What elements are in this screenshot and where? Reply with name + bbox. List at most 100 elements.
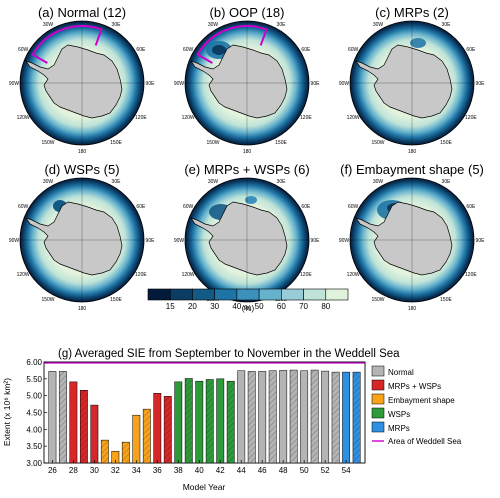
longitude-label: 180: [78, 306, 87, 312]
bar: [237, 370, 246, 464]
longitude-label: 120W: [182, 115, 195, 121]
longitude-label: 60E: [466, 204, 476, 210]
legend-label: MRPs: [388, 424, 410, 433]
colorbar-unit-label: (%): [242, 304, 255, 313]
longitude-label: 30W: [373, 22, 384, 28]
antarctica-landmass: [190, 44, 288, 119]
x-tick-label: 34: [132, 466, 141, 475]
bar: [69, 381, 78, 464]
longitude-label: 120E: [300, 272, 312, 278]
colorbar-tick-label: 30: [210, 302, 219, 311]
map-panel: (e) MRPs + WSPs (6) 30W 30E 60W 60E 90W 90E 120…: [174, 162, 320, 312]
chart-title: (g) Averaged SIE from September to Novem…: [58, 348, 400, 360]
longitude-label: 120W: [347, 115, 360, 121]
colorbar-swatch: [214, 288, 238, 301]
bar: [132, 414, 141, 464]
bar-hatch: [289, 370, 298, 463]
bar: [48, 371, 57, 464]
map-title: (a) Normal (12): [38, 5, 126, 20]
antarctica-landmass: [355, 201, 453, 276]
colorbar-swatch: [325, 288, 349, 301]
longitude-label: 30E: [442, 179, 452, 185]
colorbar-swatch: [258, 288, 282, 301]
bar: [90, 404, 99, 464]
longitude-label: 90W: [174, 81, 185, 87]
colorbar-tick-label: 20: [188, 302, 197, 311]
x-tick-label: 30: [90, 466, 99, 475]
map-title: (f) Embayment shape (5): [340, 162, 484, 177]
bar-hatch: [331, 372, 340, 463]
longitude-label: 90W: [174, 238, 185, 244]
legend-swatch: [371, 421, 385, 433]
colorbar-tick-label: 70: [299, 302, 308, 311]
bar-hatch: [206, 379, 214, 463]
weddell-sea-outline: [196, 25, 268, 64]
longitude-label: 30E: [277, 22, 287, 28]
longitude-label: 90W: [9, 238, 20, 244]
longitude-label: 90E: [146, 81, 156, 87]
bar: [342, 371, 351, 464]
x-tick-label: 40: [195, 466, 204, 475]
map-title: (e) MRPs + WSPs (6): [184, 162, 309, 177]
longitude-label: 30E: [277, 179, 287, 185]
y-tick-label: 5.00: [26, 392, 42, 401]
bar: [195, 380, 204, 464]
longitude-label: 150W: [371, 297, 384, 303]
longitude-label: 60W: [18, 47, 29, 53]
legend-label: Area of Weddell Sea: [388, 437, 462, 446]
map-title: (d) WSPs (5): [44, 162, 119, 177]
longitude-label: 120E: [465, 115, 477, 121]
y-tick-label: 6.00: [26, 358, 42, 367]
longitude-label: 90E: [476, 238, 486, 244]
bar-hatch: [269, 370, 277, 463]
bar-hatch: [248, 371, 256, 463]
map-panel: (c) MRPs (2) 30W 30E 60W 60E 90W 90E 120W 120E 15…: [339, 5, 485, 155]
weddell-sea-outline: [31, 25, 103, 64]
longitude-label: 60E: [301, 204, 311, 210]
polynya-feature: [245, 196, 257, 204]
bar-hatch: [227, 381, 235, 463]
antarctica-landmass: [25, 44, 123, 119]
longitude-label: 120E: [300, 115, 312, 121]
longitude-label: 90E: [476, 81, 486, 87]
longitude-label: 60E: [136, 47, 146, 53]
longitude-label: 120E: [465, 272, 477, 278]
legend-label: Embayment shape: [388, 396, 455, 405]
longitude-label: 60W: [348, 47, 359, 53]
bar-chart: (g) Averaged SIE from September to Novem…: [2, 348, 462, 492]
map-panel: (d) WSPs (5) 30W 30E 60W 60E 90W 90E 120W 120E 15…: [9, 162, 155, 312]
longitude-label: 150E: [110, 140, 122, 146]
polynya-feature: [212, 45, 226, 55]
legend-label: MRPs + WSPs: [388, 382, 441, 391]
legend-swatch: [371, 379, 385, 391]
bar-hatch: [164, 396, 172, 463]
longitude-label: 180: [243, 149, 252, 155]
longitude-label: 30W: [208, 22, 219, 28]
longitude-label: 60W: [18, 204, 29, 210]
longitude-label: 90E: [311, 81, 321, 87]
y-tick-label: 4.50: [26, 409, 42, 418]
x-tick-label: 50: [300, 466, 309, 475]
longitude-label: 30W: [43, 179, 54, 185]
longitude-label: 30E: [112, 179, 122, 185]
polynya-feature: [410, 38, 426, 48]
map-title: (b) OOP (18): [210, 5, 285, 20]
y-tick-label: 4.00: [26, 425, 42, 434]
longitude-label: 60W: [348, 204, 359, 210]
x-tick-label: 52: [321, 466, 330, 475]
legend-swatch: [371, 365, 385, 377]
x-tick-label: 54: [342, 466, 351, 475]
colorbar-tick-label: 50: [255, 302, 264, 311]
longitude-label: 150E: [110, 297, 122, 303]
antarctica-landmass: [25, 201, 123, 276]
longitude-label: 60E: [136, 204, 146, 210]
y-tick-label: 3.00: [26, 459, 42, 468]
longitude-label: 150E: [440, 297, 452, 303]
x-tick-label: 36: [153, 466, 162, 475]
longitude-label: 30W: [373, 179, 384, 185]
colorbar-tick-label: 15: [166, 302, 175, 311]
longitude-label: 180: [243, 306, 252, 312]
longitude-label: 150E: [275, 140, 287, 146]
longitude-label: 180: [408, 306, 417, 312]
